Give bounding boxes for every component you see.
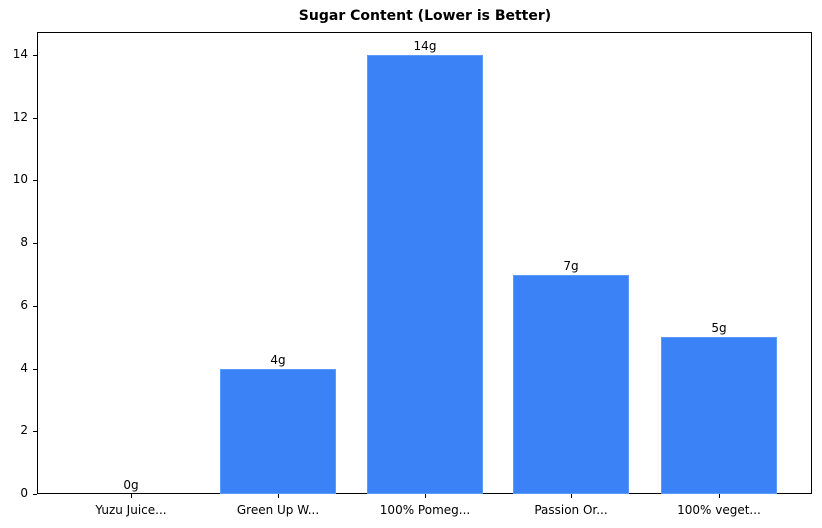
y-tick-mark bbox=[33, 117, 37, 119]
y-tick-label: 0 bbox=[20, 486, 28, 500]
x-tick-label: Yuzu Juice... bbox=[95, 503, 167, 517]
y-tick-mark bbox=[33, 243, 37, 245]
bar-value-label: 0g bbox=[123, 478, 139, 492]
bar-value-label: 14g bbox=[413, 39, 437, 53]
y-tick-label: 12 bbox=[12, 109, 28, 124]
bar-value-label: 5g bbox=[711, 321, 727, 336]
y-tick-label: 10 bbox=[12, 172, 28, 187]
x-tick-mark bbox=[571, 494, 572, 498]
y-tick-mark bbox=[33, 368, 37, 370]
x-tick-mark bbox=[719, 494, 720, 498]
y-tick-mark bbox=[33, 431, 37, 433]
x-tick-label: Passion Or... bbox=[534, 503, 608, 517]
y-tick-mark bbox=[33, 494, 37, 495]
y-tick-mark bbox=[33, 180, 37, 182]
bar-value-label: 7g bbox=[563, 258, 579, 273]
chart-title: Sugar Content (Lower is Better) bbox=[298, 8, 552, 24]
y-tick-label: 2 bbox=[20, 423, 28, 438]
y-tick-mark bbox=[33, 305, 37, 307]
bar bbox=[513, 274, 629, 494]
x-tick-label: 100% Pomeg... bbox=[379, 503, 471, 517]
x-tick-label: Green Up W... bbox=[236, 503, 320, 517]
bar bbox=[367, 55, 483, 494]
x-tick-label: 100% veget... bbox=[677, 503, 761, 517]
x-tick-mark bbox=[131, 494, 132, 498]
y-tick-mark bbox=[33, 55, 37, 56]
x-tick-mark bbox=[278, 494, 279, 498]
x-tick-mark bbox=[425, 494, 426, 498]
bar-value-label: 4g bbox=[270, 352, 286, 367]
y-tick-label: 6 bbox=[20, 297, 28, 312]
bar bbox=[661, 337, 777, 494]
y-tick-label: 8 bbox=[20, 235, 28, 250]
y-tick-label: 14 bbox=[12, 47, 28, 61]
bar bbox=[220, 368, 336, 494]
y-tick-label: 4 bbox=[20, 360, 28, 375]
